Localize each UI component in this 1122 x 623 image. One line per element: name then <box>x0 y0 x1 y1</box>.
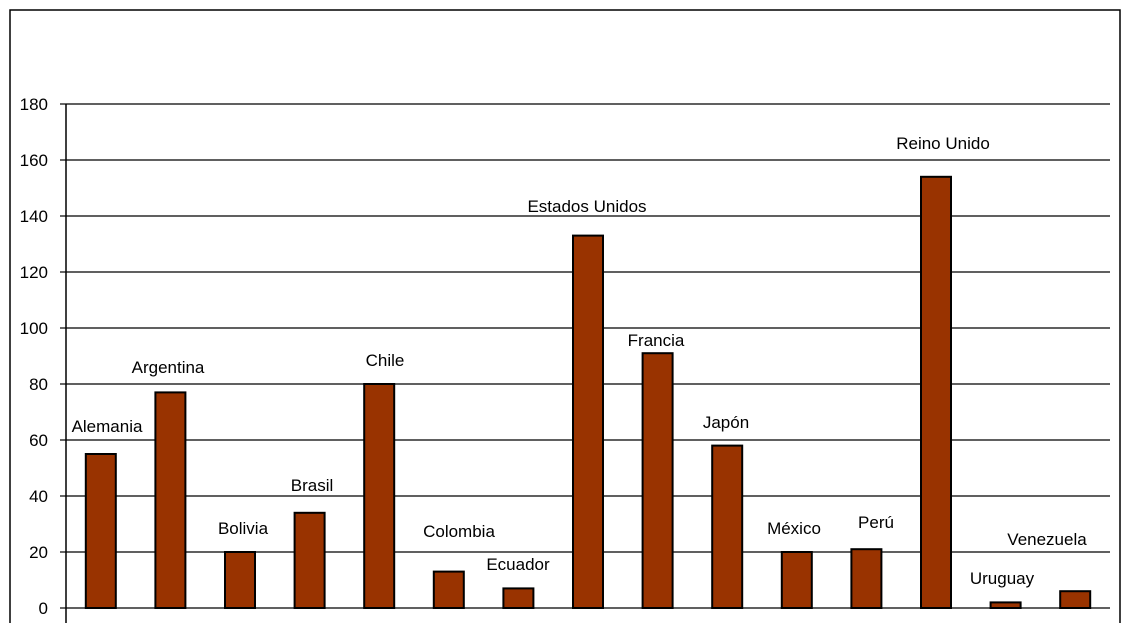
chart-frame <box>9 9 1121 623</box>
category-label: México <box>767 519 821 538</box>
y-tick-label: 100 <box>20 319 48 338</box>
category-label: Japón <box>703 413 749 432</box>
category-label: Uruguay <box>970 569 1035 588</box>
bar-reino-unido <box>920 175 952 610</box>
bar-brasil <box>293 511 326 609</box>
category-label: Reino Unido <box>896 134 990 153</box>
bar-peru <box>850 548 883 610</box>
category-label: Francia <box>628 331 685 350</box>
category-label: Brasil <box>291 476 334 495</box>
bar-mexico <box>780 551 813 609</box>
bar-japon <box>711 444 744 609</box>
bar-ecuador <box>502 587 535 610</box>
y-tick-label: 80 <box>29 375 48 394</box>
bar-uruguay <box>989 601 1022 610</box>
bar-bolivia <box>224 551 256 609</box>
category-label: Venezuela <box>1007 530 1087 549</box>
bar-argentina <box>154 391 187 609</box>
y-tick-label: 160 <box>20 151 48 170</box>
category-label: Estados Unidos <box>527 197 646 216</box>
bar-estados-unidos <box>572 234 604 609</box>
category-label: Alemania <box>72 417 143 436</box>
y-tick-label: 0 <box>39 599 48 618</box>
category-label: Bolivia <box>218 519 269 538</box>
y-tick-label: 180 <box>20 95 48 114</box>
bar-francia <box>641 352 674 610</box>
category-label: Ecuador <box>486 555 550 574</box>
bar-chile <box>363 383 396 609</box>
category-label: Colombia <box>423 522 495 541</box>
category-label: Perú <box>858 513 894 532</box>
bar-colombia <box>432 570 465 609</box>
y-tick-label: 60 <box>29 431 48 450</box>
y-tick-label: 40 <box>29 487 48 506</box>
y-tick-label: 140 <box>20 207 48 226</box>
bar-venezuela <box>1059 590 1092 610</box>
y-tick-label: 120 <box>20 263 48 282</box>
y-tick-label: 20 <box>29 543 48 562</box>
category-label: Argentina <box>132 358 205 377</box>
bar-alemania <box>84 453 117 609</box>
category-label: Chile <box>366 351 405 370</box>
